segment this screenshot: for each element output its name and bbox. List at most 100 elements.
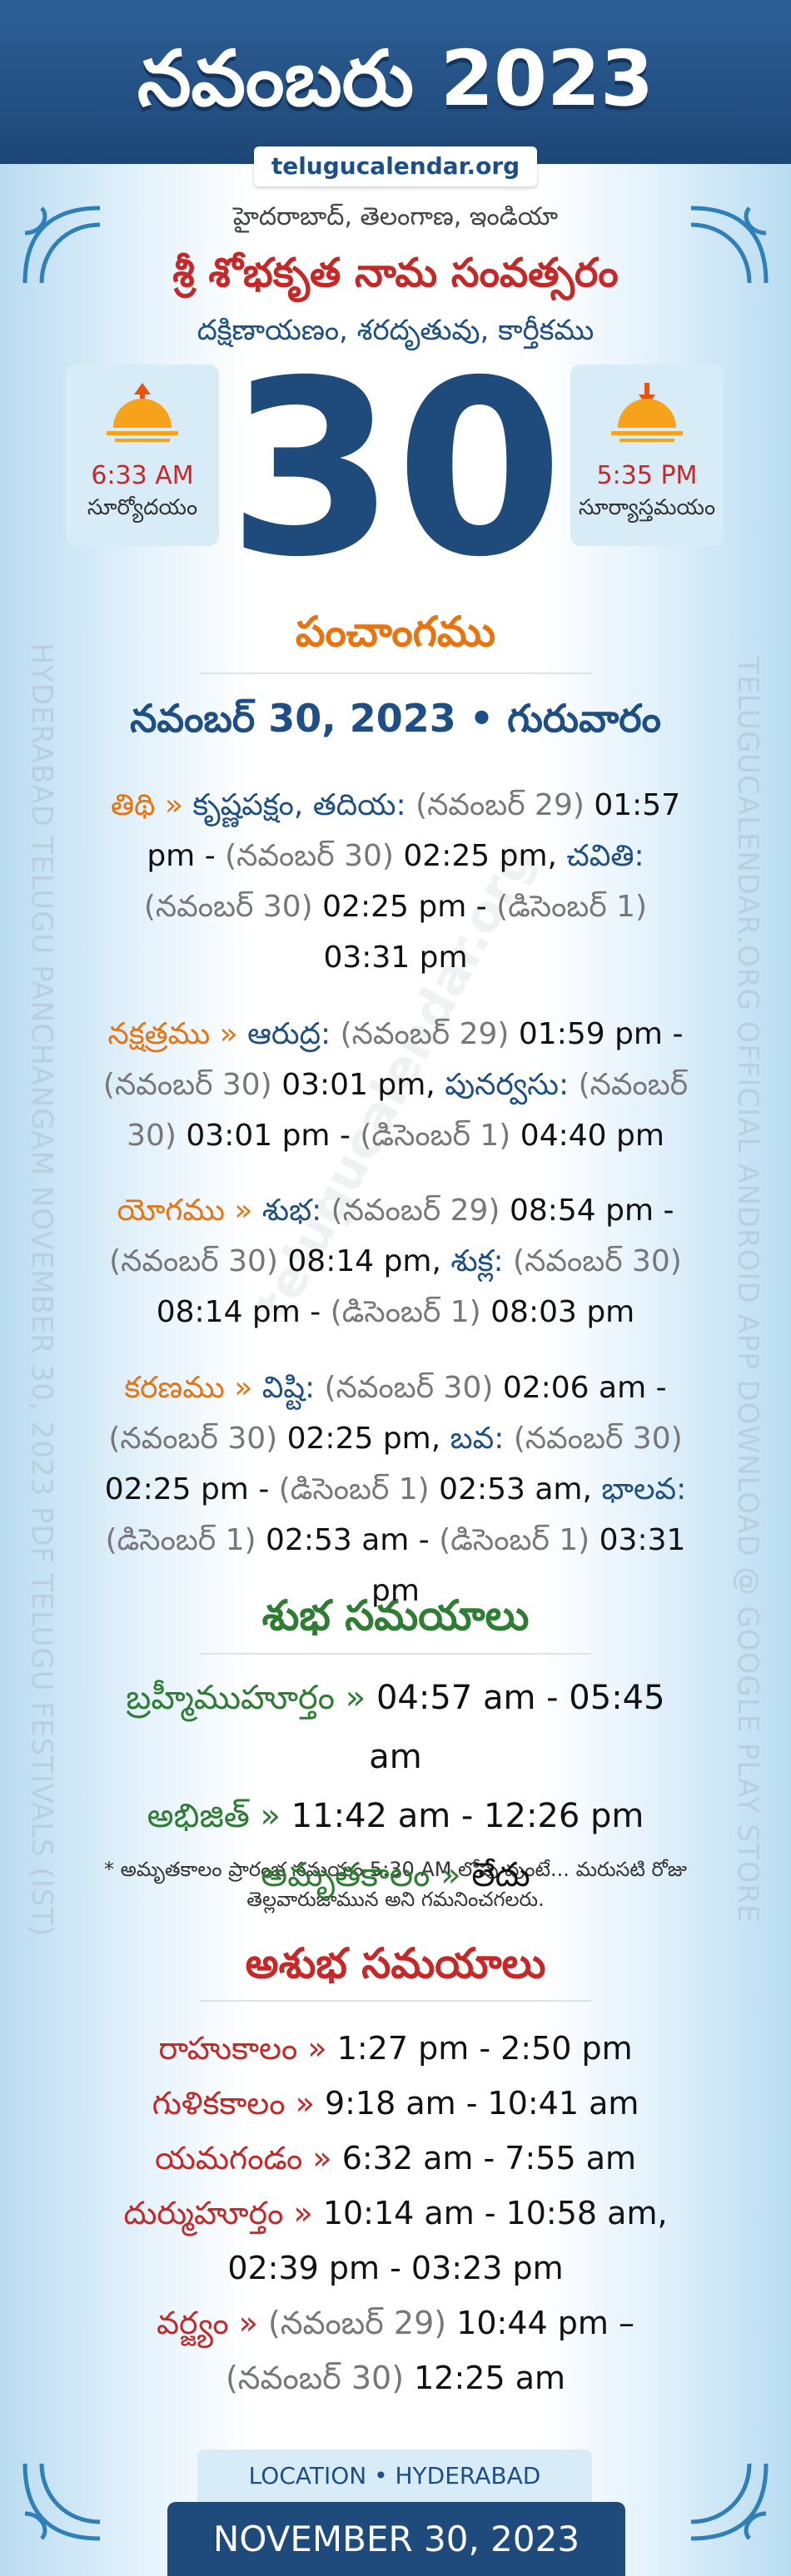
- row-time: 02:25 pm -: [322, 890, 487, 924]
- shubha-list: బ్రహ్మీముహూర్తం » 04:57 am - 05:45 am అభి…: [100, 1669, 691, 1905]
- side-text: HYDERABAD TELUGU PANCHANGAM NOVEMBER 30,…: [25, 643, 58, 1938]
- row-time: 9:18 am - 10:41 am: [324, 2085, 639, 2122]
- row-date: (నవంబర్ 30): [143, 890, 313, 924]
- row-time: 02:53 am,: [439, 1472, 592, 1506]
- row-name: పునర్వసు:: [445, 1068, 570, 1102]
- row-time: 11:42 am - 12:26 pm: [291, 1797, 644, 1835]
- section-heading: అశుభ సమయాలు: [245, 1939, 546, 1988]
- footer-date: NOVEMBER 30, 2023: [167, 2502, 625, 2576]
- row-name: భాలవ:: [601, 1472, 687, 1506]
- time-row: నక్షత్రము » ఆరుద్ర: (నవంబర్ 29) 01:59 pm…: [100, 1009, 691, 1161]
- divider: [200, 1653, 591, 1655]
- year-name: శ్రీ శోభకృత నామ సంవత్సరం: [172, 250, 619, 296]
- website-link[interactable]: telugucalendar.org: [254, 146, 537, 186]
- row-label: యోగము »: [117, 1194, 253, 1228]
- row-time: 02:39 pm - 03:23 pm: [227, 2250, 564, 2286]
- row-time: 6:32 am - 7:55 am: [341, 2140, 637, 2176]
- row-name: ఆరుద్ర:: [247, 1017, 331, 1051]
- row-date: (డిసెంబర్ 1): [278, 1472, 430, 1506]
- time-row: కరణము » విష్టి: (నవంబర్ 30) 02:06 am - (…: [100, 1362, 691, 1616]
- day-number: 30: [227, 330, 564, 610]
- row-date: (నవంబర్ 29): [331, 1194, 500, 1228]
- row-date: (నవంబర్ 29): [415, 788, 585, 822]
- row-time: 04:57 am - 05:45 am: [369, 1679, 665, 1776]
- time-row: గుళికకాలం » 9:18 am - 10:41 am: [121, 2076, 670, 2131]
- row-time: 12:25 am: [414, 2360, 566, 2396]
- row-label: కరణము »: [124, 1371, 253, 1405]
- time-row: వర్జ్యం » (నవంబర్ 29) 10:44 pm – (నవంబర్…: [121, 2296, 670, 2405]
- full-date: నవంబర్ 30, 2023 • గురువారం: [130, 696, 661, 741]
- divider: [200, 673, 591, 674]
- time-row: రాహుకాలం » 1:27 pm - 2:50 pm: [121, 2021, 670, 2076]
- row-label: గుళికకాలం »: [152, 2085, 315, 2122]
- time-row: యోగము » శుభ: (నవంబర్ 29) 08:54 pm - (నవం…: [100, 1185, 691, 1338]
- row-label: తిథి »: [110, 788, 183, 822]
- row-date: (నవంబర్ 30): [513, 1244, 682, 1278]
- header-band: [0, 0, 791, 164]
- row-name: కృష్ణపక్షం, తదియ:: [192, 788, 406, 822]
- corner-ornament: [690, 206, 769, 284]
- row-time: 01:57 pm -: [147, 788, 681, 873]
- row-time: 02:25 pm -: [104, 1472, 270, 1506]
- ashubha-list: రాహుకాలం » 1:27 pm - 2:50 pm గుళికకాలం » …: [121, 2021, 670, 2405]
- row-label: వర్జ్యం »: [156, 2305, 258, 2341]
- row-date: (నవంబర్ 30): [127, 1068, 689, 1153]
- corner-ornament: [22, 2463, 101, 2541]
- row-date: (డిసెంబర్ 1): [496, 890, 648, 924]
- row-time: 10:14 am - 10:58 am,: [322, 2195, 668, 2231]
- row-name: బవ:: [450, 1422, 505, 1456]
- row-date: (నవంబర్ 30): [109, 1244, 278, 1278]
- row-date: (నవంబర్ 29): [268, 2305, 447, 2341]
- footer-location: LOCATION • HYDERABAD: [197, 2449, 592, 2502]
- page-title: నవంబరు 2023: [137, 34, 654, 123]
- row-time: 10:44 pm –: [456, 2305, 634, 2341]
- season: దక్షిణాయణం, శరదృతువు, కార్తీకము: [197, 314, 594, 347]
- sunset-time: 5:35 PM: [596, 461, 698, 490]
- row-time: 08:14 pm -: [156, 1295, 321, 1329]
- row-date: (డిసెంబర్ 1): [330, 1295, 481, 1329]
- corner-ornament: [690, 2463, 769, 2541]
- row-label: బ్రహ్మీముహూర్తం »: [126, 1679, 366, 1717]
- section-heading: శుభ సమయాలు: [261, 1591, 530, 1640]
- sunrise-label: సూర్యోదయం: [87, 495, 198, 520]
- sunset-label: సూర్యాస్తమయం: [578, 495, 716, 520]
- row-date: (డిసెంబర్ 1): [439, 1523, 590, 1557]
- row-label: అభిజిత్ »: [147, 1797, 281, 1835]
- row-time: 08:54 pm -: [509, 1194, 674, 1228]
- row-time: 03:01 pm,: [281, 1068, 435, 1102]
- row-name: శుక్ల:: [450, 1244, 504, 1278]
- row-date: (డిసెంబర్ 1): [360, 1119, 511, 1153]
- sunset-icon: [611, 383, 683, 442]
- corner-ornament: [22, 206, 101, 284]
- row-label: దుర్ముహూర్తం »: [123, 2195, 313, 2231]
- time-row: దుర్ముహూర్తం » 10:14 am - 10:58 am, 02:3…: [121, 2186, 670, 2296]
- row-date: (నవంబర్ 29): [340, 1017, 510, 1051]
- row-date: (నవంబర్ 30): [102, 1068, 272, 1102]
- row-name: చవితి:: [566, 839, 644, 873]
- row-time: 03:31 pm: [371, 1523, 686, 1608]
- row-date: (నవంబర్ 30): [225, 2360, 405, 2396]
- time-row: అభిజిత్ » 11:42 am - 12:26 pm: [100, 1787, 691, 1846]
- row-time: లేదు: [471, 1856, 530, 1894]
- sunrise-time: 6:33 AM: [91, 461, 194, 490]
- row-time: 01:59 pm -: [518, 1017, 684, 1051]
- row-date: (నవంబర్ 30): [324, 1371, 494, 1405]
- time-row: అమృతకాలం » లేదు: [100, 1846, 691, 1905]
- row-time: 02:25 pm,: [286, 1422, 441, 1456]
- row-label: రాహుకాలం »: [158, 2030, 327, 2067]
- time-row: యమగండం » 6:32 am - 7:55 am: [121, 2131, 670, 2186]
- row-time: 02:06 am -: [502, 1371, 667, 1405]
- row-time: 02:25 pm,: [403, 839, 557, 873]
- row-label: నక్షత్రము »: [107, 1017, 238, 1051]
- sunset-box: 5:35 PM సూర్యాస్తమయం: [570, 365, 724, 546]
- note: * అమృతకాలం ప్రారంభ సమయం 5:30 AM లోపు వుం…: [104, 1858, 688, 1911]
- section-heading: పంచాంగము: [295, 608, 496, 656]
- row-label: యమగండం »: [154, 2140, 332, 2176]
- divider: [200, 2000, 591, 2002]
- row-time: 1:27 pm - 2:50 pm: [336, 2030, 633, 2067]
- row-date: (నవంబర్ 30): [108, 1422, 278, 1456]
- row-date: (నవంబర్ 30): [225, 839, 394, 873]
- row-time: 02:53 am -: [266, 1523, 430, 1557]
- row-date: (డిసెంబర్ 1): [105, 1523, 256, 1557]
